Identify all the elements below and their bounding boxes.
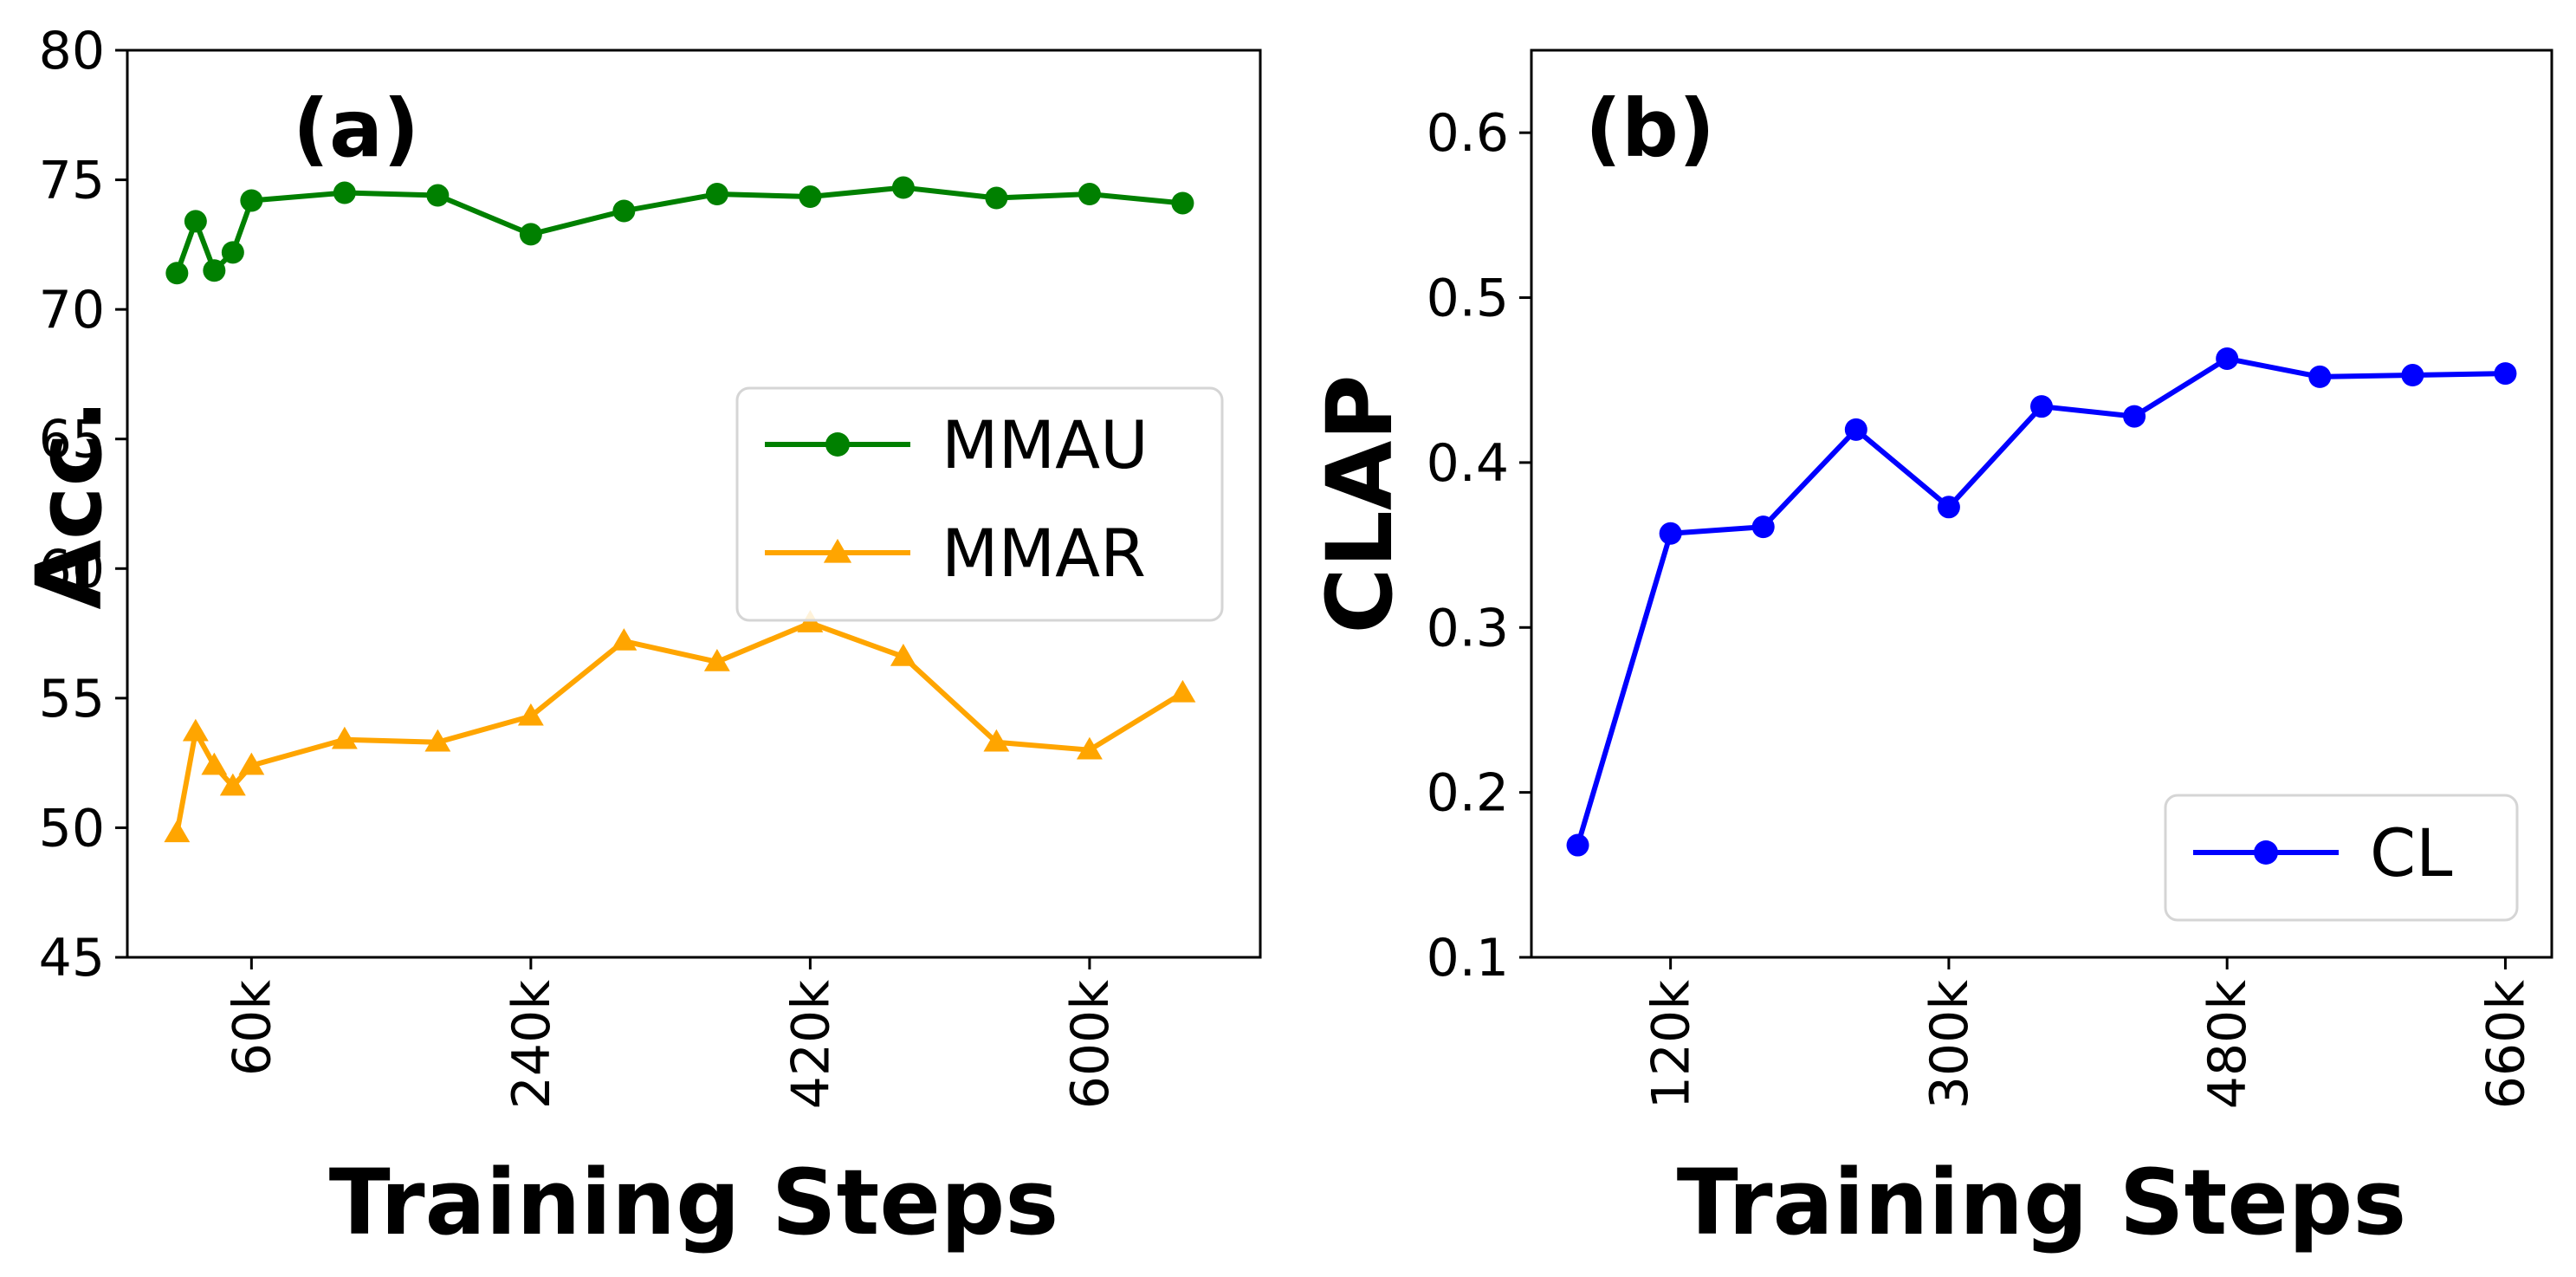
data-point-cl xyxy=(2401,364,2424,387)
x-tick-label: 420k xyxy=(780,980,841,1110)
y-tick-label: 0.5 xyxy=(1427,269,1509,329)
data-point-cl xyxy=(2216,347,2239,370)
data-point-cl xyxy=(1751,515,1775,539)
y-tick-label: 75 xyxy=(39,151,105,211)
panel-label: (b) xyxy=(1585,82,1715,175)
data-point-mmau xyxy=(985,186,1008,210)
legend-marker-cl xyxy=(2254,840,2278,865)
data-point-mmar xyxy=(182,718,209,742)
plot-area-frame xyxy=(126,49,1262,959)
y-tick-label: 50 xyxy=(39,798,105,859)
y-tick-label: 0.3 xyxy=(1427,598,1509,658)
data-point-cl xyxy=(2308,365,2332,388)
data-point-mmau xyxy=(221,241,244,264)
data-point-mmau xyxy=(184,210,207,233)
y-tick-label: 0.4 xyxy=(1427,433,1509,494)
legend-label-mmar: MMAR xyxy=(942,515,1146,592)
y-tick-label: 65 xyxy=(39,410,105,470)
data-point-mmau xyxy=(240,189,263,212)
y-tick-label: 45 xyxy=(39,928,105,989)
legend-label-cl: CL xyxy=(2370,814,2452,891)
x-tick-label: 240k xyxy=(502,980,562,1110)
panel-a: 45 50 55 60 65 70 75 80 60k 240k 420k 600kTraining … xyxy=(16,21,1262,1255)
legend-label-mmau: MMAU xyxy=(942,406,1149,483)
data-point-mmau xyxy=(891,176,915,199)
x-tick-label: 600k xyxy=(1060,980,1121,1110)
legend-box xyxy=(2164,794,2519,922)
data-point-mmau xyxy=(333,181,356,204)
data-point-mmar xyxy=(424,729,451,752)
x-tick-label: 120k xyxy=(1641,980,1702,1110)
data-point-cl xyxy=(1937,496,1960,519)
data-point-mmau xyxy=(612,199,636,223)
data-point-cl xyxy=(1566,833,1589,857)
y-tick-label: 55 xyxy=(39,669,105,729)
data-point-mmar xyxy=(611,628,638,651)
data-point-mmau xyxy=(1078,183,1101,206)
data-point-cl xyxy=(1659,522,1682,545)
y-tick-label: 0.2 xyxy=(1427,763,1509,824)
data-point-mmar xyxy=(1076,736,1103,760)
data-point-mmar xyxy=(890,644,916,666)
data-point-mmar xyxy=(517,703,544,726)
panel-label: (a) xyxy=(293,82,419,175)
data-point-mmar xyxy=(983,729,1010,752)
x-tick-label: 660k xyxy=(2476,980,2536,1110)
data-point-mmau xyxy=(1171,191,1194,215)
data-point-mmar xyxy=(219,773,246,796)
y-tick-label: 0.1 xyxy=(1427,928,1509,989)
x-tick-label: 300k xyxy=(1919,980,1980,1110)
y-tick-label: 60 xyxy=(39,539,105,600)
data-point-mmar xyxy=(238,752,265,775)
series-line-cl xyxy=(1575,355,2506,846)
data-point-mmau xyxy=(426,184,450,207)
series-line-mmau xyxy=(174,185,1183,275)
x-tick-label: 480k xyxy=(2197,980,2258,1110)
data-point-mmar xyxy=(201,752,228,775)
y-tick-label: 70 xyxy=(39,280,105,340)
data-point-mmar xyxy=(331,726,358,749)
data-point-mmau xyxy=(165,262,189,285)
data-point-mmar xyxy=(1169,679,1196,703)
legend-marker-mmau xyxy=(825,432,850,457)
panel-b: 0.1 0.2 0.3 0.4 0.5 0.6 120k 300k 480k 660k Traini… xyxy=(1307,49,2553,1255)
legend-marker-mmar xyxy=(823,538,852,563)
series-line-mmar xyxy=(174,620,1184,833)
data-point-mmau xyxy=(519,223,542,246)
data-point-cl xyxy=(2494,362,2517,386)
data-point-mmau xyxy=(705,183,728,206)
y-tick-label: 80 xyxy=(39,21,105,81)
data-point-mmar xyxy=(164,820,191,843)
y-axis-label: CLAP xyxy=(1307,374,1413,633)
plot-area-frame xyxy=(1530,49,2553,959)
x-tick-label: 60k xyxy=(222,980,282,1076)
data-point-cl xyxy=(1844,418,1867,441)
y-tick-label: 0.6 xyxy=(1427,103,1509,164)
x-axis-label: Training Steps xyxy=(1677,1150,2407,1255)
y-axis-label: Acc. xyxy=(16,399,122,609)
data-point-mmau xyxy=(203,259,226,282)
x-axis-label: Training Steps xyxy=(329,1150,1059,1255)
data-point-cl xyxy=(2123,405,2146,428)
data-point-mmau xyxy=(799,185,822,209)
data-point-cl xyxy=(2030,395,2053,418)
data-point-mmar xyxy=(703,649,730,671)
